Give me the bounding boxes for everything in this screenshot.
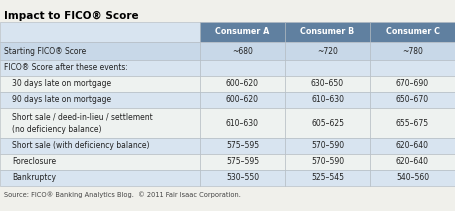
Bar — [0, 42, 200, 60]
Text: 620–640: 620–640 — [396, 157, 429, 166]
Text: 30 days late on mortgage: 30 days late on mortgage — [12, 80, 111, 88]
Text: (no deficiency balance): (no deficiency balance) — [12, 125, 101, 134]
Text: Consumer B: Consumer B — [300, 27, 354, 37]
Bar — [285, 22, 370, 42]
Bar — [370, 170, 455, 186]
Bar — [285, 92, 370, 108]
Text: Foreclosure: Foreclosure — [12, 157, 56, 166]
Text: Starting FICO® Score: Starting FICO® Score — [4, 46, 86, 55]
Text: 600–620: 600–620 — [226, 80, 259, 88]
Text: 530–550: 530–550 — [226, 173, 259, 183]
Text: 570–590: 570–590 — [311, 142, 344, 150]
Text: Bankruptcy: Bankruptcy — [12, 173, 56, 183]
Bar — [200, 92, 285, 108]
Bar — [285, 138, 370, 154]
Bar — [200, 22, 285, 42]
Bar — [370, 92, 455, 108]
Bar — [285, 42, 370, 60]
Text: 620–640: 620–640 — [396, 142, 429, 150]
Bar — [285, 108, 370, 138]
Bar — [0, 170, 200, 186]
Text: FICO® Score after these events:: FICO® Score after these events: — [4, 64, 128, 73]
Bar — [0, 22, 200, 42]
Bar — [200, 138, 285, 154]
Text: 600–620: 600–620 — [226, 96, 259, 104]
Text: 575–595: 575–595 — [226, 142, 259, 150]
Text: 605–625: 605–625 — [311, 119, 344, 127]
Text: 610–630: 610–630 — [311, 96, 344, 104]
Text: 610–630: 610–630 — [226, 119, 259, 127]
Bar — [370, 138, 455, 154]
Bar — [370, 60, 455, 76]
Bar — [0, 108, 200, 138]
Text: Consumer A: Consumer A — [215, 27, 270, 37]
Text: Impact to FICO® Score: Impact to FICO® Score — [4, 11, 139, 21]
Text: ~680: ~680 — [232, 46, 253, 55]
Bar — [200, 60, 285, 76]
Bar — [285, 170, 370, 186]
Text: Short sale (with deficiency balance): Short sale (with deficiency balance) — [12, 142, 150, 150]
Bar — [0, 154, 200, 170]
Bar — [200, 170, 285, 186]
Bar — [370, 108, 455, 138]
Text: 655–675: 655–675 — [396, 119, 429, 127]
Bar — [370, 76, 455, 92]
Bar — [0, 76, 200, 92]
Text: Source: FICO® Banking Analytics Blog.  © 2011 Fair Isaac Corporation.: Source: FICO® Banking Analytics Blog. © … — [4, 191, 241, 198]
Text: 670–690: 670–690 — [396, 80, 429, 88]
Bar — [370, 42, 455, 60]
Bar — [285, 76, 370, 92]
Bar — [200, 108, 285, 138]
Bar — [370, 22, 455, 42]
Bar — [200, 76, 285, 92]
Text: 630–650: 630–650 — [311, 80, 344, 88]
Bar — [370, 154, 455, 170]
Text: 90 days late on mortgage: 90 days late on mortgage — [12, 96, 111, 104]
Text: ~720: ~720 — [317, 46, 338, 55]
Bar — [0, 60, 200, 76]
Bar — [285, 154, 370, 170]
Bar — [200, 154, 285, 170]
Text: 570–590: 570–590 — [311, 157, 344, 166]
Text: 575–595: 575–595 — [226, 157, 259, 166]
Bar — [0, 138, 200, 154]
Text: 650–670: 650–670 — [396, 96, 429, 104]
Text: Short sale / deed-in-lieu / settlement: Short sale / deed-in-lieu / settlement — [12, 112, 153, 121]
Text: 540–560: 540–560 — [396, 173, 429, 183]
Bar — [200, 42, 285, 60]
Bar — [285, 60, 370, 76]
Bar — [0, 92, 200, 108]
Text: Consumer C: Consumer C — [385, 27, 440, 37]
Text: ~780: ~780 — [402, 46, 423, 55]
Text: 525–545: 525–545 — [311, 173, 344, 183]
